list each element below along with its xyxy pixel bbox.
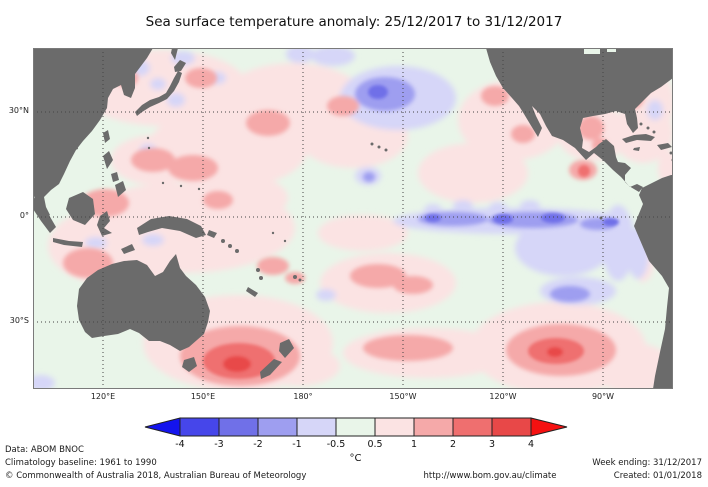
map-frame xyxy=(33,48,673,389)
map-svg xyxy=(27,45,678,394)
colorbar-segment xyxy=(257,417,298,437)
footer-copyright: © Commonwealth of Australia 2018, Austra… xyxy=(5,471,307,481)
land-hispaniola xyxy=(657,143,672,150)
colorbar-tick: -0.5 xyxy=(326,439,346,450)
colorbar xyxy=(144,417,568,437)
lat-label-30s: 30°S xyxy=(9,316,29,325)
lat-label-0: 0° xyxy=(19,211,29,220)
colorbar-segment xyxy=(335,417,376,437)
land-japan xyxy=(135,71,182,116)
land-pacific-islands xyxy=(146,136,603,282)
cool-medium-blobs xyxy=(355,77,616,302)
great-lakes xyxy=(584,48,616,54)
colorbar-segment xyxy=(374,417,415,437)
colorbar-tick: 3 xyxy=(488,439,496,450)
colorbar-segment xyxy=(296,417,337,437)
land-new-guinea xyxy=(137,216,206,238)
land-nz-north xyxy=(279,339,294,358)
land-hainan xyxy=(71,143,78,151)
land-taiwan xyxy=(103,130,110,143)
footer-url: http://www.bom.gov.au/climate xyxy=(423,471,557,481)
colorbar-segment xyxy=(218,417,259,437)
map-container xyxy=(27,45,678,394)
land-philippines xyxy=(103,151,126,197)
land-java xyxy=(53,238,83,247)
footer-left: Data: ABOM BNOC Climatology baseline: 19… xyxy=(5,444,306,483)
footer-data-source: Data: ABOM BNOC xyxy=(5,445,84,455)
land-sulawesi xyxy=(97,211,112,236)
land-nz-south xyxy=(260,359,282,379)
colorbar-tick: 0.5 xyxy=(367,439,383,450)
colorbar-tick: 2 xyxy=(449,439,457,450)
land-australia xyxy=(77,254,210,351)
land-tasmania xyxy=(182,357,197,372)
colorbar-segment xyxy=(491,417,532,437)
colorbar-segment xyxy=(413,417,454,437)
colorbar-unit: °C xyxy=(349,453,362,464)
colorbar-tick: 4 xyxy=(527,439,535,450)
colorbar-tick: -3 xyxy=(214,439,224,450)
land-jamaica xyxy=(633,147,640,151)
land-asia xyxy=(33,48,153,219)
land-new-britain xyxy=(207,230,217,238)
footer-right: Week ending: 31/12/2017 Created: 01/01/2… xyxy=(592,457,702,483)
colorbar-tick: -2 xyxy=(253,439,263,450)
lon-label-90w: 90°W xyxy=(591,392,615,401)
footer-baseline: Climatology baseline: 1961 to 1990 xyxy=(5,458,157,468)
colorbar-tick: 1 xyxy=(410,439,418,450)
graticule xyxy=(33,48,673,389)
footer-week-ending: Week ending: 31/12/2017 xyxy=(592,458,702,468)
land-layer xyxy=(33,48,675,389)
land-cuba xyxy=(622,134,655,143)
warm-extreme-blobs xyxy=(223,347,563,372)
land-hokkaido xyxy=(174,60,186,72)
colorbar-tick: -1 xyxy=(292,439,302,450)
lat-label-30n: 30°N xyxy=(8,106,29,115)
land-sakhalin xyxy=(171,48,178,60)
colorbar-arrow-left xyxy=(144,417,181,437)
colorbar-segment xyxy=(452,417,493,437)
land-new-caledonia xyxy=(246,287,258,297)
colorbar-tick: -4 xyxy=(175,439,185,450)
footer-created: Created: 01/01/2018 xyxy=(613,471,702,481)
lon-label-150w: 150°W xyxy=(389,392,417,401)
colorbar-segment xyxy=(179,417,220,437)
lon-label-120e: 120°E xyxy=(90,392,116,401)
colorbar-arrow-right xyxy=(530,417,568,437)
lon-label-150e: 150°E xyxy=(190,392,216,401)
land-south-america xyxy=(634,175,673,389)
land-timor xyxy=(121,244,135,254)
lon-label-120w: 120°W xyxy=(489,392,517,401)
land-north-america xyxy=(486,48,673,192)
lon-label-180: 180° xyxy=(293,392,313,401)
land-sumatra xyxy=(33,197,56,233)
page-title: Sea surface temperature anomaly: 25/12/2… xyxy=(145,14,563,30)
